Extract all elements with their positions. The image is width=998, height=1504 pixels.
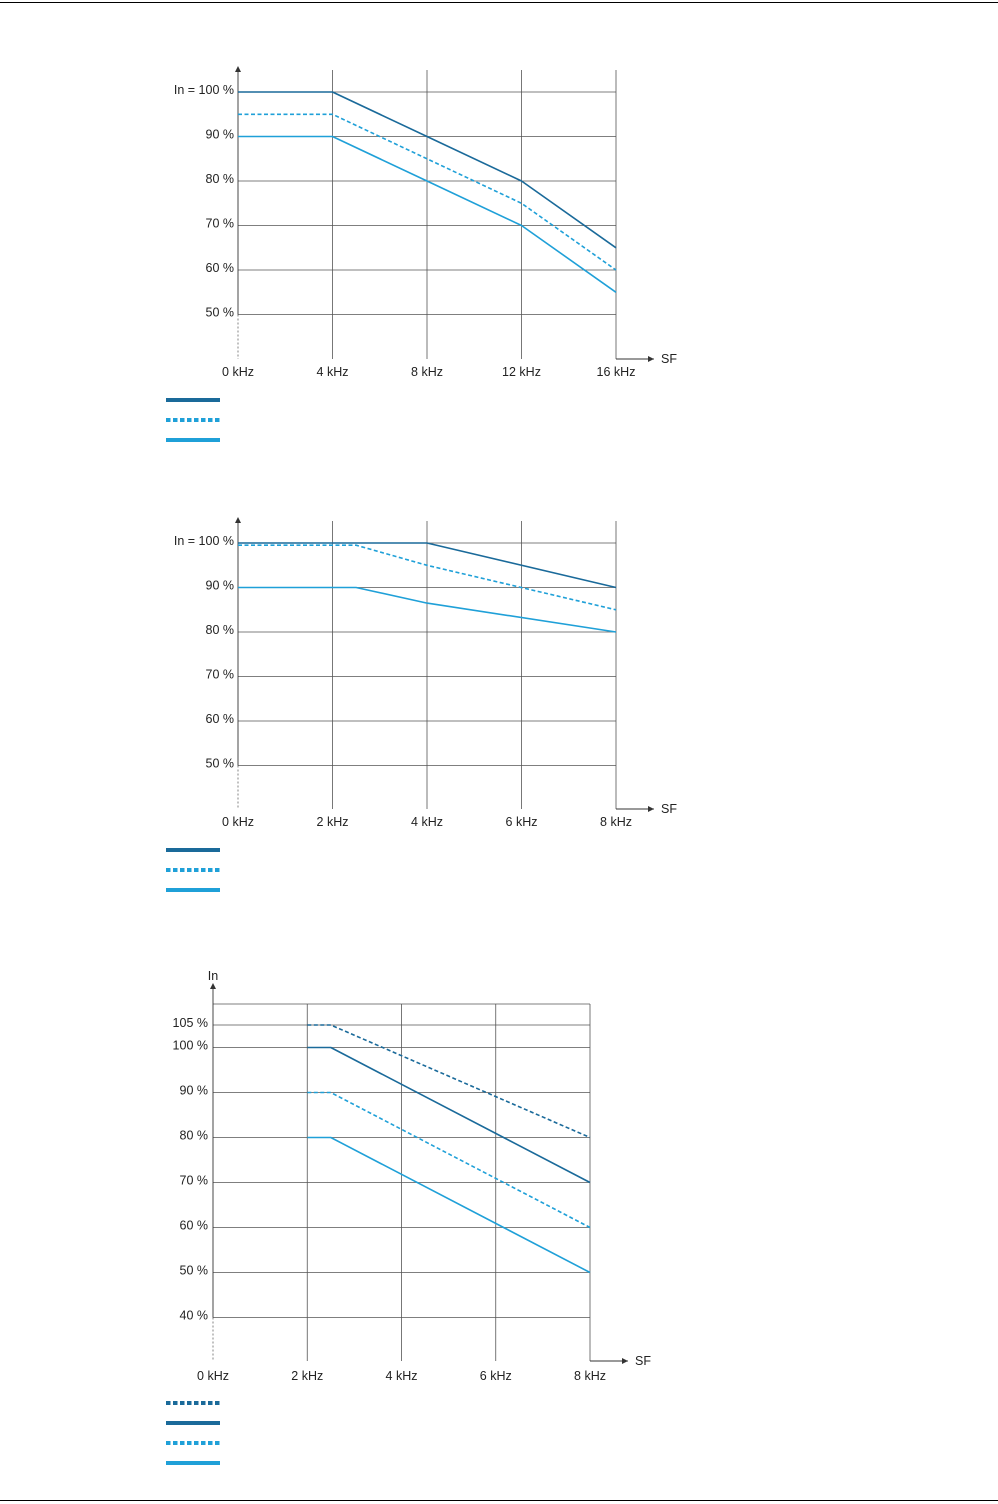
chart3-series-2-line	[307, 1046, 591, 1184]
chart2-x-tick-label: 8 kHz	[600, 815, 632, 829]
chart2-y-tick-label: 50 %	[206, 757, 235, 771]
chart1-y-tick-label: In = 100 %	[174, 83, 234, 97]
chart3-series-4-line	[307, 1136, 591, 1274]
page-bottom-rule	[0, 1500, 998, 1501]
chart1-x-axis-label: SF	[661, 352, 677, 366]
chart1-y-tick-label: 50 %	[206, 306, 235, 320]
chart3-y-tick-label: 50 %	[180, 1264, 209, 1278]
chart3-y-tick-label: 105 %	[173, 1016, 208, 1030]
chart1-y-tick-label: 90 %	[206, 128, 235, 142]
chart3-y-tick-label: 70 %	[180, 1174, 209, 1188]
chart3-x-tick-label: 4 kHz	[386, 1369, 418, 1383]
chart3-series-1-line	[307, 1024, 591, 1139]
chart3-x-tick-label: 8 kHz	[574, 1369, 606, 1383]
chart1-x-tick-label: 0 kHz	[222, 365, 254, 379]
chart3-y-axis-arrow	[210, 983, 216, 989]
chart1-y-tick-label: 80 %	[206, 172, 235, 186]
chart2-y-tick-label: 60 %	[206, 712, 235, 726]
chart1-y-axis-arrow	[235, 66, 241, 72]
chart3-y-tick-label: 60 %	[180, 1219, 209, 1233]
chart2-series-2-line	[238, 544, 617, 611]
chart2-x-tick-label: 6 kHz	[506, 815, 538, 829]
chart3-x-axis-label: SF	[635, 1354, 651, 1368]
chart1-series-2-line	[238, 113, 617, 271]
chart1-x-tick-label: 12 kHz	[502, 365, 541, 379]
chart1-series-1-line	[238, 91, 617, 249]
chart1-y-tick-label: 60 %	[206, 261, 235, 275]
chart2-x-axis-arrow	[648, 806, 654, 812]
chart1-x-tick-label: 8 kHz	[411, 365, 443, 379]
chart2-series-3-line	[238, 586, 617, 633]
chart2-x-axis-label: SF	[661, 802, 677, 816]
chart3-x-axis-arrow	[622, 1358, 628, 1364]
chart1-series-3-line	[238, 135, 617, 293]
chart2-series-1-line	[238, 542, 617, 589]
page-top-rule	[0, 2, 998, 3]
chart3-y-tick-label: 80 %	[180, 1129, 209, 1143]
chart3-x-tick-label: 2 kHz	[291, 1369, 323, 1383]
chart2-y-tick-label: 90 %	[206, 579, 235, 593]
chart3-y-tick-label: 40 %	[180, 1309, 209, 1323]
chart3-y-tick-label: 100 %	[173, 1039, 208, 1053]
chart2-y-tick-label: 80 %	[206, 623, 235, 637]
chart1-x-tick-label: 4 kHz	[317, 365, 349, 379]
chart3-y-tick-label: 90 %	[180, 1084, 209, 1098]
chart1-x-tick-label: 16 kHz	[597, 365, 636, 379]
chart1-x-axis-arrow	[648, 356, 654, 362]
chart3-series-3-line	[307, 1091, 591, 1229]
chart1-y-tick-label: 70 %	[206, 217, 235, 231]
chart3-x-tick-label: 0 kHz	[197, 1369, 229, 1383]
chart2-y-tick-label: 70 %	[206, 668, 235, 682]
chart2-x-tick-label: 2 kHz	[317, 815, 349, 829]
chart2-y-axis-arrow	[235, 517, 241, 523]
chart3-x-tick-label: 6 kHz	[480, 1369, 512, 1383]
chart3-y-axis-label: In	[208, 969, 218, 983]
chart2-y-tick-label: In = 100 %	[174, 534, 234, 548]
chart2-x-tick-label: 0 kHz	[222, 815, 254, 829]
chart2-x-tick-label: 4 kHz	[411, 815, 443, 829]
